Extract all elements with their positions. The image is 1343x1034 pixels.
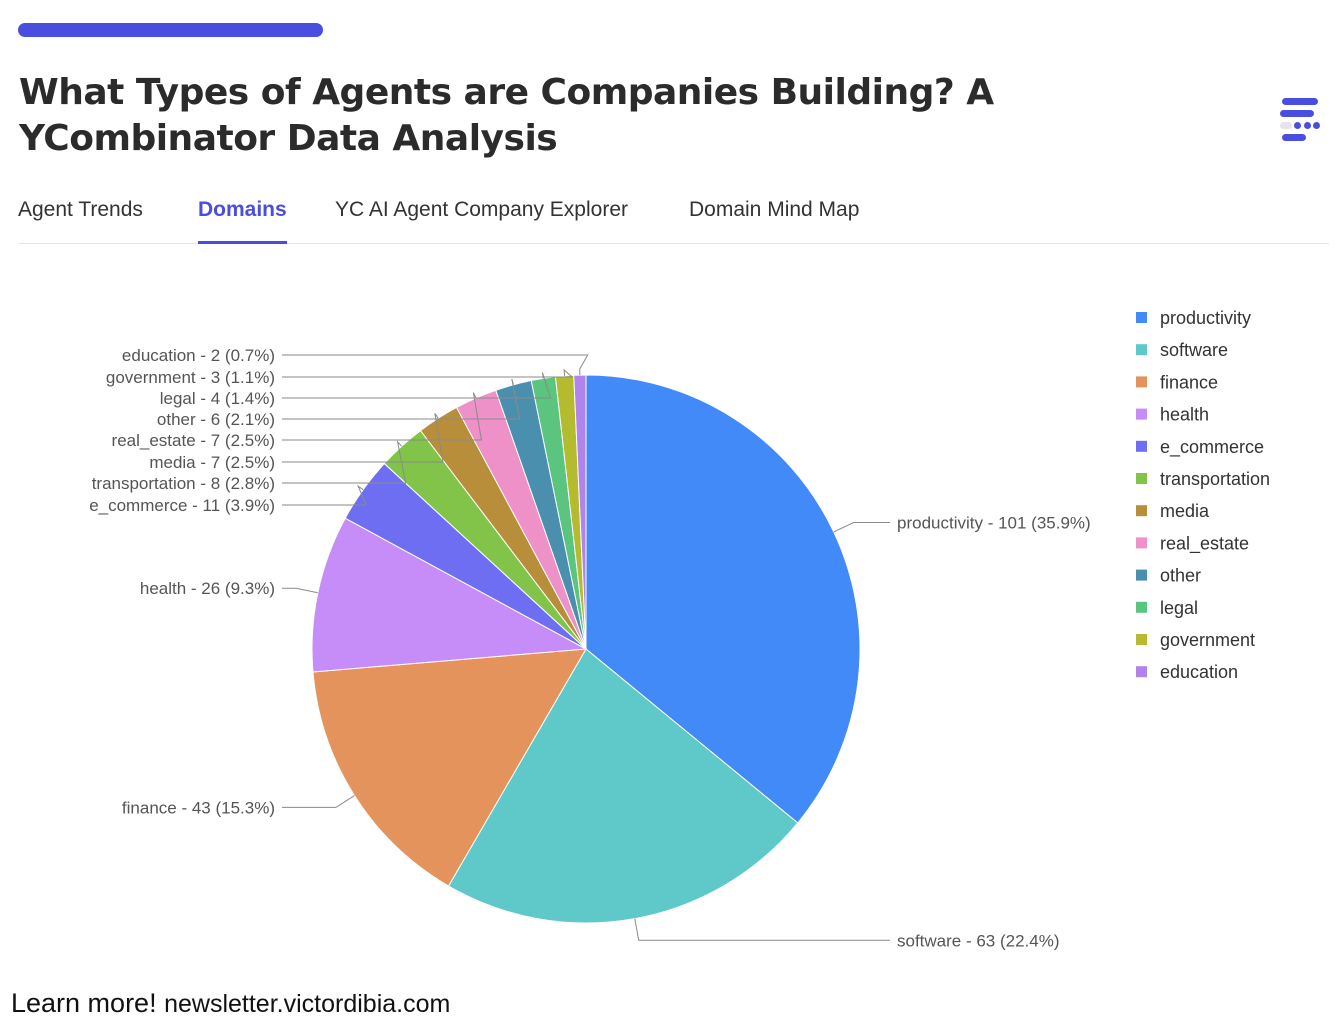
leader-line-government	[282, 368, 574, 378]
slice-label-productivity: productivity - 101 (35.9%)	[897, 513, 1091, 532]
legend-item-productivity[interactable]: productivity	[1160, 308, 1251, 328]
pie-slice-productivity[interactable]	[585, 374, 861, 824]
legend-swatch-software[interactable]	[1136, 344, 1147, 356]
legend-item-finance[interactable]: finance	[1160, 372, 1218, 392]
slice-label-legal: legal - 4 (1.4%)	[160, 389, 275, 408]
legend-swatch-finance[interactable]	[1136, 376, 1147, 388]
footer: Learn more! newsletter.victordibia.com	[11, 988, 450, 1019]
legend-item-transportation[interactable]: transportation	[1160, 469, 1270, 489]
legend-swatch-other[interactable]	[1136, 569, 1147, 581]
legend-swatch-transportation[interactable]	[1136, 473, 1147, 484]
legend-swatch-productivity[interactable]	[1136, 312, 1147, 323]
slice-label-health: health - 26 (9.3%)	[140, 579, 275, 598]
tab-agent-trends[interactable]: Agent Trends	[18, 198, 143, 221]
footer-link[interactable]: newsletter.victordibia.com	[164, 990, 451, 1018]
pie-slice-health[interactable]	[311, 517, 588, 673]
slice-label-transportation: transportation - 8 (2.8%)	[92, 474, 275, 493]
leader-line-real_estate	[282, 392, 482, 441]
slice-label-other: other - 6 (2.1%)	[157, 410, 275, 429]
footer-prefix: Learn more!	[11, 988, 157, 1018]
tab-domain-mind-map[interactable]: Domain Mind Map	[689, 198, 860, 221]
slice-label-government: government - 3 (1.1%)	[106, 368, 275, 387]
leader-line-other	[282, 378, 521, 420]
slice-label-media: media - 7 (2.5%)	[149, 453, 275, 472]
legend-swatch-legal[interactable]	[1136, 601, 1147, 613]
top-accent-bar	[18, 23, 323, 37]
leader-line-software	[634, 918, 890, 941]
legend-swatch-government[interactable]	[1136, 634, 1147, 645]
legend-item-real_estate[interactable]: real_estate	[1160, 533, 1249, 554]
slice-label-e_commerce: e_commerce - 11 (3.9%)	[89, 496, 275, 515]
legend-item-government[interactable]: government	[1160, 630, 1255, 650]
leader-line-health	[282, 587, 318, 594]
newsletter-logo-icon	[1280, 98, 1320, 141]
legend-item-legal[interactable]: legal	[1160, 598, 1198, 618]
leader-line-education	[282, 354, 589, 376]
page-title: What Types of Agents are Companies Build…	[19, 72, 994, 159]
leader-line-productivity	[833, 522, 890, 533]
legend-item-software[interactable]: software	[1160, 340, 1228, 360]
slice-label-real_estate: real_estate - 7 (2.5%)	[112, 431, 275, 450]
legend-item-education[interactable]: education	[1160, 662, 1238, 682]
leader-line-finance	[282, 795, 355, 808]
leader-line-media	[282, 413, 444, 463]
legend-item-e_commerce[interactable]: e_commerce	[1160, 437, 1264, 458]
slice-label-finance: finance - 43 (15.3%)	[122, 798, 275, 817]
tab-company-explorer[interactable]: YC AI Agent Company Explorer	[335, 198, 628, 221]
legend-item-media[interactable]: media	[1160, 501, 1210, 521]
domains-pie-chart: productivity - 101 (35.9%) software - 63 …	[89, 308, 1270, 950]
legend-swatch-media[interactable]	[1136, 505, 1147, 517]
legend-swatch-e_commerce[interactable]	[1136, 440, 1147, 452]
slice-label-software: software - 63 (22.4%)	[897, 931, 1060, 950]
slice-label-education: education - 2 (0.7%)	[122, 346, 275, 365]
leader-line-legal	[282, 372, 552, 399]
legend-item-other[interactable]: other	[1160, 566, 1201, 586]
tab-bar: Agent Trends Domains YC AI Agent Company…	[18, 194, 1329, 244]
legend-swatch-education[interactable]	[1136, 666, 1147, 678]
pie-slice-finance[interactable]	[312, 648, 587, 887]
legend-swatch-real_estate[interactable]	[1136, 537, 1147, 549]
legend-swatch-health[interactable]	[1136, 408, 1147, 420]
legend-item-health[interactable]: health	[1160, 405, 1209, 425]
leader-line-e_commerce	[282, 484, 367, 506]
tab-domains[interactable]: Domains	[198, 194, 287, 244]
